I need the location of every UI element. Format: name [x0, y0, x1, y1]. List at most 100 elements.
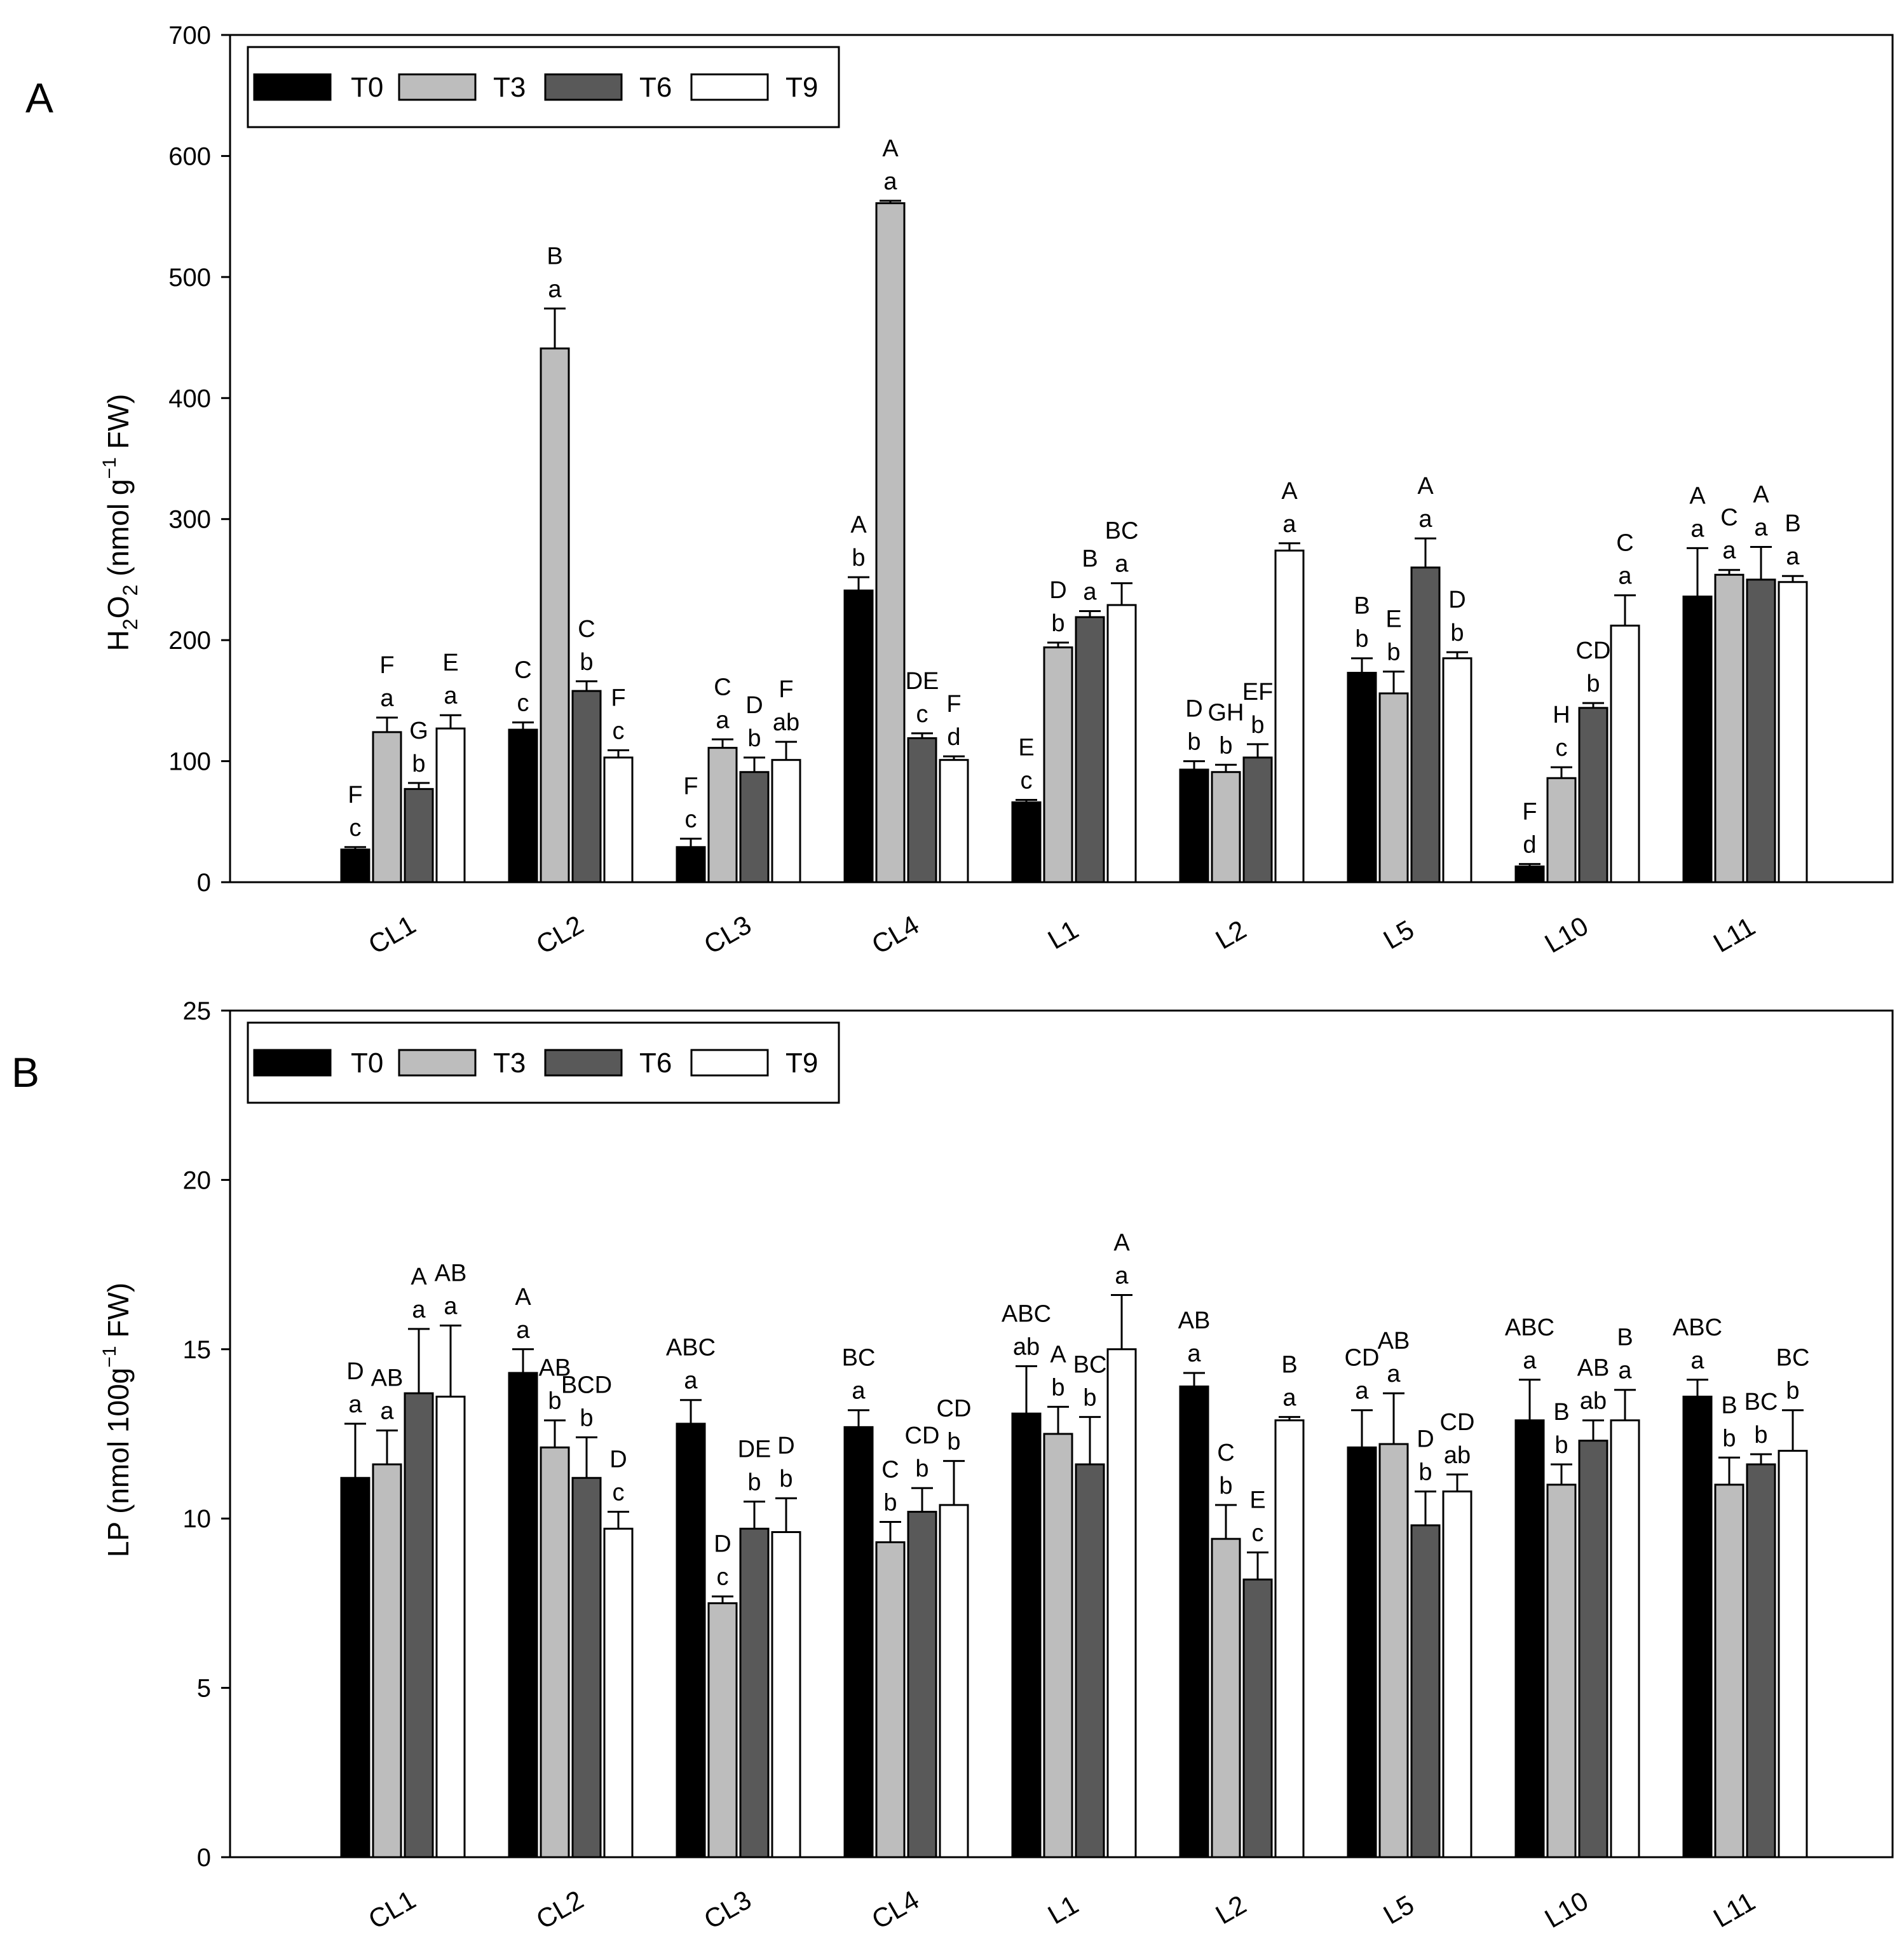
panel-a-sig-upper-L2-T6: EF	[1242, 679, 1274, 706]
panel-a-bar-L10-T9	[1610, 624, 1640, 883]
panel-a-bar-L1-T0	[1011, 801, 1042, 883]
panel-a-bar-L1-T9	[1106, 604, 1137, 883]
panel-b-sig-lower-CL2-T3: b	[548, 1388, 561, 1415]
panel-a-bar-L11-T6	[1746, 578, 1776, 883]
panel-a-bar-L2-T0	[1179, 768, 1209, 883]
panel-b-sig-lower-L5-T6: b	[1418, 1459, 1432, 1486]
panel-a-bar-L11-T3	[1714, 573, 1744, 883]
panel-b-sig-lower-L10-T0: a	[1523, 1347, 1537, 1374]
panel-a-bar-L5-T9	[1442, 657, 1472, 883]
panel-b-bar-L1-T3	[1043, 1433, 1073, 1858]
panel-a-legend-swatch-T0	[253, 73, 332, 101]
panel-a-bar-CL2-T9	[603, 756, 634, 883]
panel-b-sig-upper-CL3-T0: ABC	[666, 1335, 716, 1361]
panel-a-sig-lower-L5-T9: b	[1450, 620, 1464, 646]
panel-a-bar-L2-T3	[1211, 771, 1241, 883]
panel-b-sig-upper-CL2-T3: AB	[539, 1355, 571, 1382]
panel-a-legend-swatch-T6	[544, 73, 623, 101]
panel-a-bar-CL3-T3	[707, 747, 738, 883]
panel-a-sig-upper-CL1-T3: F	[379, 652, 394, 679]
panel-a-sig-lower-L1-T9: a	[1115, 551, 1129, 578]
panel-b-bar-L5-T9	[1442, 1490, 1472, 1858]
panel-b-sig-upper-L5-T0: CD	[1345, 1345, 1380, 1372]
panel-a-bar-L10-T3	[1546, 777, 1577, 883]
panel-b-bar-CL3-T3	[707, 1602, 738, 1858]
panel-b-bar-CL2-T6	[571, 1476, 602, 1858]
panel-b-sig-lower-CL2-T0: a	[516, 1317, 530, 1344]
panel-b-sig-upper-CL2-T9: D	[609, 1447, 627, 1473]
panel-b-sig-upper-L2-T3: C	[1217, 1440, 1234, 1466]
panel-b-sig-lower-L2-T6: c	[1252, 1520, 1264, 1546]
panel-b-sig-lower-CL2-T9: c	[613, 1480, 625, 1506]
panel-b-sig-lower-L5-T3: a	[1387, 1361, 1401, 1387]
panel-b-sig-upper-L5-T3: AB	[1378, 1328, 1410, 1354]
panel-a-bar-L5-T0	[1347, 672, 1377, 883]
panel-b-bar-L5-T6	[1410, 1524, 1441, 1858]
panel-a-bar-L11-T0	[1682, 596, 1713, 883]
panel-a-sig-upper-L10-T6: CD	[1576, 637, 1611, 664]
panel-b-bar-L5-T3	[1378, 1443, 1409, 1858]
panel-a-x-tick-label: CL4	[867, 910, 924, 960]
panel-b-legend-label-T9: T9	[785, 1047, 818, 1079]
panel-b-sig-lower-L1-T9: a	[1115, 1263, 1129, 1290]
panel-b-bar-L2-T6	[1242, 1578, 1273, 1858]
panel-b-bar-CL4-T6	[907, 1511, 937, 1858]
panel-b-bar-L2-T0	[1179, 1385, 1209, 1858]
panel-a-legend-label-T0: T0	[351, 72, 383, 103]
panel-a-bar-L10-T6	[1578, 707, 1608, 883]
panel-a-y-tick-label: 500	[168, 264, 211, 292]
panel-a-bar-CL2-T3	[540, 347, 570, 883]
panel-b-sig-upper-L10-T0: ABC	[1505, 1314, 1554, 1341]
panel-a-label: A	[25, 74, 53, 121]
panel-a-bar-CL2-T6	[571, 690, 602, 883]
panel-a-sig-upper-L11-T6: A	[1753, 482, 1769, 508]
panel-b-sig-upper-CL3-T9: D	[777, 1433, 794, 1459]
panel-a-y-tick-label: 400	[168, 385, 211, 412]
panel-b-sig-lower-L10-T9: a	[1618, 1358, 1632, 1384]
panel-b-sig-lower-L1-T6: b	[1083, 1384, 1096, 1411]
panel-a-bar-L11-T9	[1778, 581, 1808, 883]
panel-a-sig-lower-L1-T0: c	[1021, 768, 1033, 794]
panel-b-sig-lower-L2-T0: a	[1187, 1340, 1201, 1367]
panel-b-bar-CL3-T0	[676, 1422, 706, 1858]
panel-a-sig-lower-L2-T0: b	[1187, 729, 1200, 756]
panel-a-bar-L10-T0	[1514, 865, 1545, 883]
panel-a-bar-CL4-T3	[875, 202, 906, 883]
panel-b-x-tick-label: L1	[1043, 1889, 1084, 1930]
panel-b-bar-CL2-T0	[508, 1372, 538, 1858]
panel-a-sig-upper-L11-T3: C	[1720, 505, 1737, 531]
panel-a-sig-lower-CL1-T9: a	[444, 683, 458, 709]
panel-a-sig-lower-CL2-T0: c	[517, 690, 529, 717]
panel-a-sig-upper-CL1-T0: F	[348, 782, 362, 808]
panel-a-x-tick-label: CL2	[531, 910, 588, 960]
panel-a-sig-upper-CL3-T3: C	[714, 674, 731, 700]
panel-b-legend-swatch-T0	[253, 1049, 332, 1077]
panel-a-bar-CL1-T3	[372, 731, 402, 883]
panel-a-sig-upper-L5-T6: A	[1417, 473, 1434, 500]
panel-a-sig-lower-L11-T9: a	[1786, 543, 1800, 570]
panel-a-sig-lower-CL1-T3: a	[380, 685, 394, 712]
panel-b-bar-CL4-T0	[843, 1426, 874, 1858]
panel-b-legend-label-T0: T0	[351, 1047, 383, 1079]
panel-b-bar-L10-T6	[1578, 1440, 1608, 1858]
panel-a-y-tick-label: 600	[168, 142, 211, 170]
panel-b-sig-lower-CL4-T6: b	[915, 1456, 928, 1482]
panel-a-x-tick-label: L10	[1540, 911, 1593, 959]
panel-a-sig-lower-L5-T6: a	[1418, 506, 1432, 533]
panel-b-sig-lower-L2-T9: a	[1282, 1384, 1296, 1411]
panel-a-sig-upper-CL4-T9: F	[946, 691, 961, 718]
panel-b-bar-L11-T9	[1778, 1450, 1808, 1858]
panel-b-x-tick-label: CL3	[699, 1885, 756, 1935]
panel-a-x-tick-label: L1	[1043, 914, 1084, 955]
panel-b-bar-CL3-T9	[771, 1531, 801, 1858]
panel-a-bar-CL3-T0	[676, 846, 706, 883]
panel-a-sig-upper-L11-T0: A	[1689, 482, 1706, 509]
panel-b-sig-upper-CL1-T6: A	[411, 1264, 427, 1290]
panel-a-x-tick-label: L5	[1378, 914, 1419, 955]
panel-b-sig-lower-L2-T3: b	[1219, 1473, 1232, 1499]
panel-a-legend-swatch-T9	[690, 73, 769, 101]
panel-b-sig-upper-L10-T9: B	[1617, 1325, 1633, 1351]
panel-a-sig-upper-CL4-T0: A	[850, 512, 867, 538]
panel-b-sig-lower-L10-T3: b	[1554, 1432, 1568, 1459]
panel-b-bar-L1-T0	[1011, 1412, 1042, 1858]
